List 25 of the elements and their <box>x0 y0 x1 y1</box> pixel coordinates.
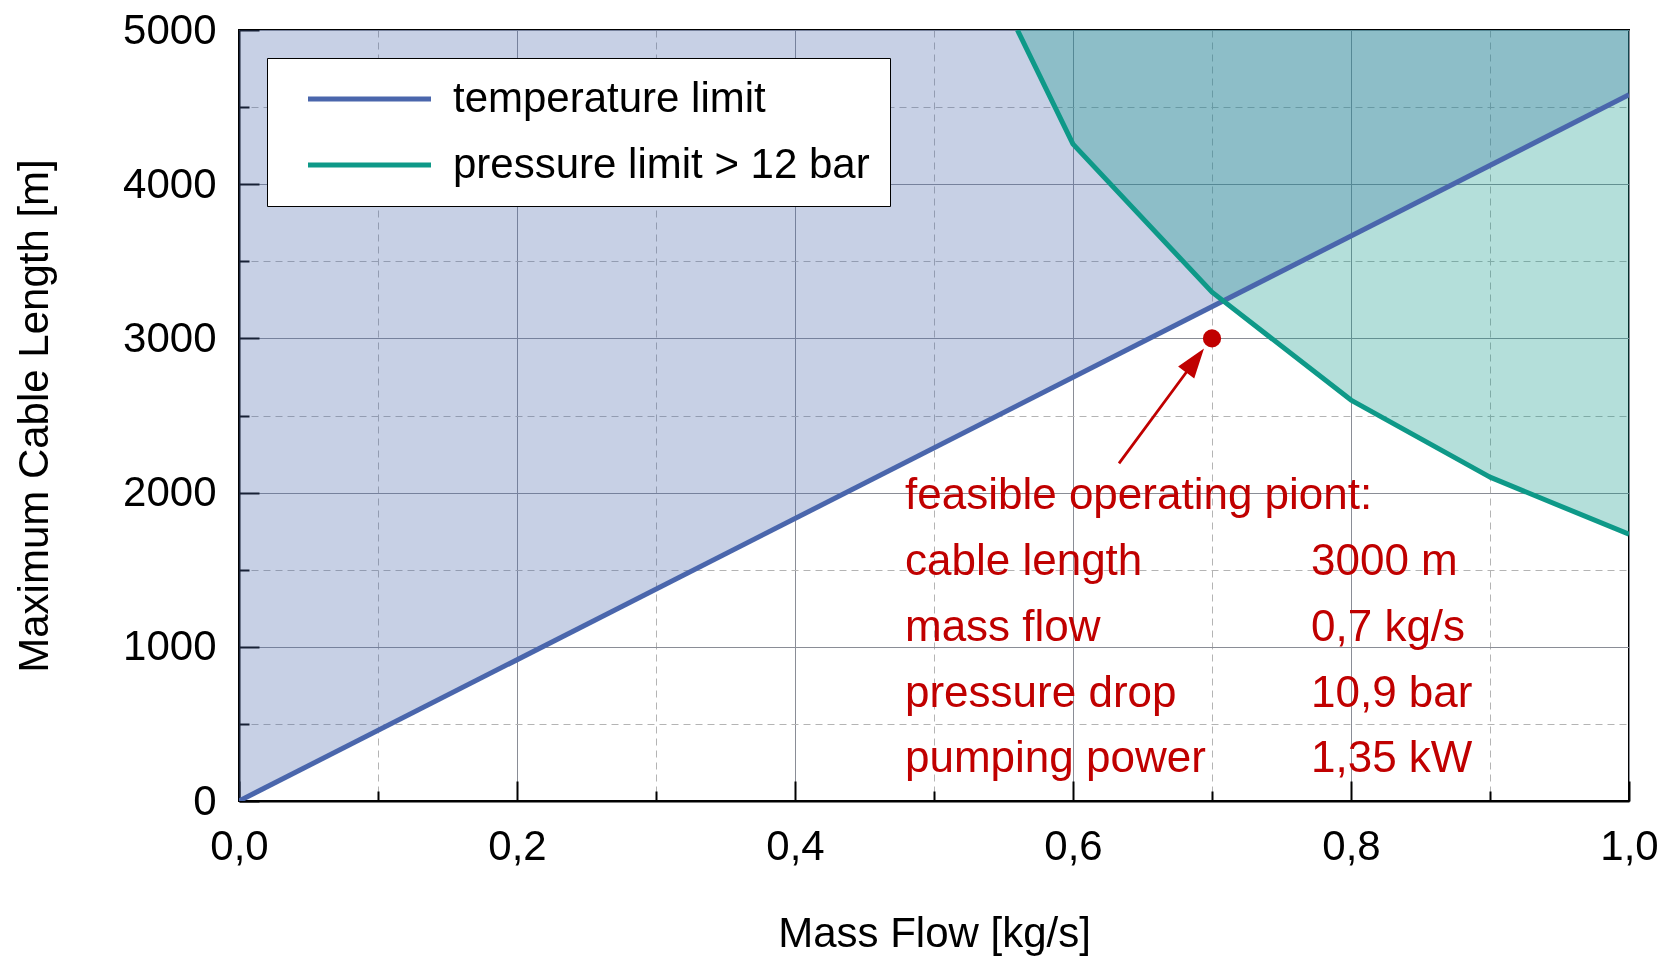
legend-label: pressure limit > 12 bar <box>453 140 870 187</box>
annotation: pressure drop <box>905 666 1177 716</box>
y-tick-label: 4000 <box>123 159 217 207</box>
annotation: cable length <box>905 535 1143 585</box>
annotation: 3000 m <box>1311 535 1458 585</box>
x-tick-label: 0,2 <box>488 821 547 869</box>
x-tick-label: 1,0 <box>1600 821 1659 869</box>
y-tick-label: 1000 <box>123 622 217 670</box>
legend-label: temperature limit <box>453 74 767 121</box>
annotation: feasible operating piont: <box>905 469 1373 519</box>
x-tick-label: 0,6 <box>1044 821 1103 869</box>
y-axis-title: Maximum Cable Length [m] <box>10 159 58 673</box>
x-tick-label: 0,4 <box>766 821 825 869</box>
y-tick-label: 3000 <box>123 313 217 361</box>
annotation: 0,7 kg/s <box>1311 600 1466 650</box>
x-axis-title: Mass Flow [kg/s] <box>778 908 1091 956</box>
annotation: mass flow <box>905 600 1101 650</box>
annotation: 1,35 kW <box>1311 732 1473 782</box>
x-tick-label: 0,0 <box>210 821 269 869</box>
annotation: 10,9 bar <box>1311 666 1473 716</box>
y-tick-label: 5000 <box>123 5 217 53</box>
x-tick-label: 0,8 <box>1322 821 1381 869</box>
annotation: pumping power <box>905 732 1206 782</box>
y-tick-label: 0 <box>193 776 217 824</box>
y-tick-label: 2000 <box>123 468 217 516</box>
